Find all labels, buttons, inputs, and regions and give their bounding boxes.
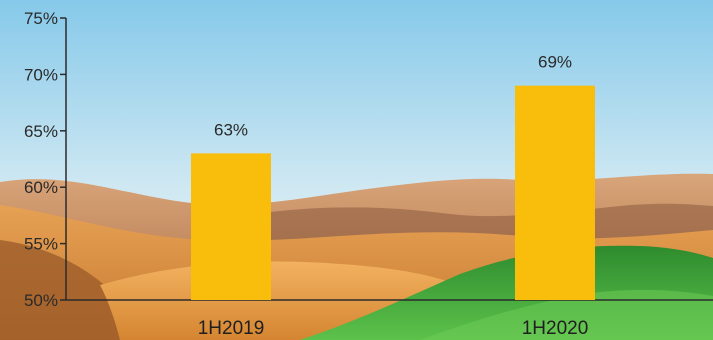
category-label: 1H2020 <box>522 318 589 339</box>
y-tick-label: 65% <box>24 122 58 141</box>
left-shadow-dune <box>0 240 150 340</box>
green-hill-highlight <box>420 289 713 340</box>
data-label: 69% <box>538 53 572 72</box>
y-tick-label: 70% <box>24 65 58 84</box>
category-label: 1H2019 <box>198 318 265 339</box>
y-tick-label: 75% <box>24 9 58 28</box>
bar-1h2019 <box>191 153 271 300</box>
dune-shadow <box>270 203 713 240</box>
bar-1h2020 <box>515 85 595 301</box>
data-label: 63% <box>214 120 248 139</box>
chart-marks: 50% 55% 60% 65% 70% 75% 63% 1H2019 69% 1H2020 <box>24 9 713 339</box>
y-tick-label: 60% <box>24 178 58 197</box>
y-tick-label: 55% <box>24 235 58 254</box>
y-tick-label: 50% <box>24 291 58 310</box>
